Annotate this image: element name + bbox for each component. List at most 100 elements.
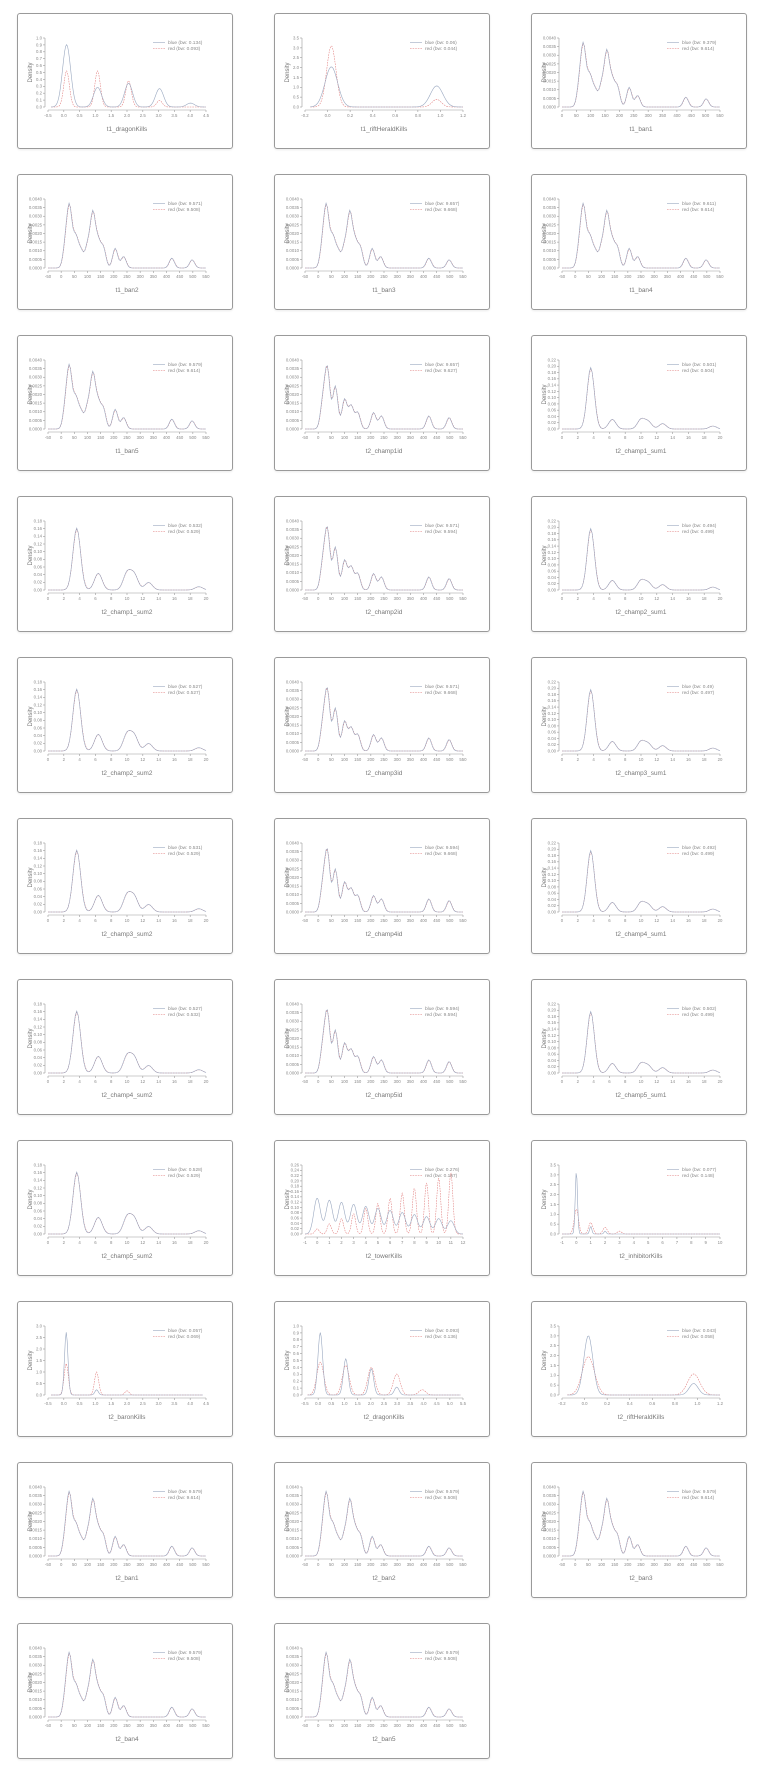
y-axis-label: Density [542, 545, 548, 565]
x-tick-label: 8 [624, 435, 627, 440]
x-tick-label: 400 [163, 1723, 171, 1728]
x-tick-label: 550 [459, 596, 467, 601]
x-tick-label: 250 [380, 596, 388, 601]
y-tick-label: 0.04 [34, 1055, 43, 1060]
x-tick-label: 8 [624, 757, 627, 762]
y-axis-label: Density [285, 867, 291, 887]
x-tick-label: 0 [561, 596, 564, 601]
x-tick-label: 0 [317, 1723, 320, 1728]
x-axis-label: t2_inhibitorKills [620, 1253, 663, 1260]
y-tick-label: 1.0 [293, 85, 300, 90]
x-tick-label: -50 [45, 1723, 52, 1728]
y-tick-label: 3.5 [550, 1162, 557, 1167]
x-tick-label: -50 [559, 1562, 566, 1567]
legend-entry-blue: blue (bw: 9.579) [425, 1650, 460, 1656]
density-chart: 0.00 0.02 0.04 0.06 0.08 0.10 0.12 0.14 0.16 0.18… [28, 840, 209, 938]
y-tick-label: 0.22 [548, 679, 557, 684]
legend-entry-blue: blue (bw: 0.501) [682, 362, 717, 368]
y-tick-label: 0.0025 [286, 1510, 300, 1515]
x-tick-label: -0.2 [301, 113, 309, 118]
x-tick-label: 0 [561, 113, 564, 118]
y-tick-label: 0.18 [548, 853, 557, 858]
y-tick-label: 0.20 [548, 686, 557, 691]
legend-entry-red: red (bw: 0.497) [682, 690, 715, 696]
y-tick-label: 0.00 [291, 1231, 300, 1236]
x-tick-label: 250 [123, 274, 131, 279]
x-tick-label: 0.2 [347, 113, 354, 118]
y-tick-label: 0.10 [291, 1205, 300, 1210]
x-tick-label: 4 [592, 435, 595, 440]
x-tick-label: 20 [718, 757, 723, 762]
y-axis-label: Density [285, 62, 291, 82]
x-tick-label: 4.5 [203, 1401, 210, 1406]
x-tick-label: 10 [639, 596, 644, 601]
x-axis-label: t2_riftHeraldKills [618, 1414, 665, 1421]
y-tick-label: 0.0030 [29, 1502, 43, 1507]
x-axis-label: t1_ban2 [115, 287, 139, 294]
x-axis-label: t2_champ1_sum1 [616, 448, 667, 455]
y-tick-label: 0.7 [36, 56, 43, 61]
x-tick-label: 250 [123, 435, 131, 440]
x-tick-label: 6 [608, 757, 611, 762]
x-tick-label: -50 [45, 435, 52, 440]
x-tick-label: 2 [63, 1079, 66, 1084]
density-chart: 0.00 0.02 0.04 0.06 0.08 0.10 0.12 0.14 0.16 0.18… [28, 679, 209, 777]
x-tick-label: 4 [365, 1240, 368, 1245]
y-tick-label: 0.0030 [286, 1019, 300, 1024]
x-tick-label: 14 [670, 596, 675, 601]
y-tick-label: 0.0010 [29, 248, 43, 253]
y-tick-label: 0.0030 [543, 1502, 557, 1507]
y-tick-label: 0.0000 [543, 1553, 557, 1558]
y-tick-label: 0.0020 [29, 392, 43, 397]
y-tick-label: 0.0020 [286, 714, 300, 719]
x-tick-label: 150 [354, 1079, 362, 1084]
y-tick-label: 0.0035 [29, 1493, 43, 1498]
x-tick-label: 200 [110, 274, 118, 279]
x-tick-label: 0.6 [649, 1401, 656, 1406]
x-tick-label: 50 [586, 274, 591, 279]
x-tick-label: 2 [63, 757, 66, 762]
x-tick-label: 9 [425, 1240, 428, 1245]
x-tick-label: -50 [302, 1079, 309, 1084]
x-tick-label: 12 [140, 596, 145, 601]
density-chart-panel: 0.0000 0.0005 0.0010 0.0015 0.0020 0.0025 0.00… [274, 335, 490, 471]
y-tick-label: 0.14 [34, 534, 43, 539]
density-chart-panel: 0.0000 0.0005 0.0010 0.0015 0.0020 0.0025 0.00… [531, 1462, 747, 1598]
x-tick-label: 4 [78, 1079, 81, 1084]
legend-entry-blue: blue (bw: 0.043) [682, 1328, 717, 1334]
y-axis-label: Density [285, 1672, 291, 1692]
y-tick-label: 0.0020 [543, 1519, 557, 1524]
x-tick-label: 300 [137, 1562, 145, 1567]
y-tick-label: 0.04 [548, 414, 557, 419]
x-axis-label: t2_ban5 [372, 1736, 396, 1743]
x-tick-label: 0.8 [672, 1401, 679, 1406]
x-tick-label: 2.0 [368, 1401, 375, 1406]
x-tick-label: 100 [587, 113, 595, 118]
y-axis-label: Density [285, 545, 291, 565]
x-tick-label: 300 [394, 1562, 402, 1567]
y-axis-label: Density [285, 223, 291, 243]
density-chart-panel: 0.0000 0.0005 0.0010 0.0015 0.0020 0.0025 0.00… [17, 174, 233, 310]
x-tick-label: 200 [110, 1562, 118, 1567]
y-tick-label: 0.16 [548, 698, 557, 703]
y-tick-label: 0.00 [548, 1070, 557, 1075]
y-tick-label: 0.06 [34, 564, 43, 569]
y-tick-label: 0.02 [34, 1224, 43, 1229]
x-tick-label: 8 [690, 1240, 693, 1245]
x-tick-label: 3.0 [156, 1401, 163, 1406]
x-tick-label: 2 [604, 1240, 607, 1245]
y-tick-label: 1.0 [293, 1323, 300, 1328]
y-tick-label: 0.02 [548, 420, 557, 425]
x-tick-label: 1.2 [717, 1401, 724, 1406]
y-tick-label: 0.0040 [286, 1645, 300, 1650]
x-tick-label: 450 [433, 918, 441, 923]
x-tick-label: 1.2 [460, 113, 467, 118]
x-tick-label: 2 [63, 1240, 66, 1245]
y-axis-label: Density [28, 706, 34, 726]
x-tick-label: 350 [407, 435, 415, 440]
y-axis-label: Density [28, 384, 34, 404]
legend-entry-blue: blue (bw: 9.657) [425, 362, 460, 368]
y-tick-label: 0.0040 [29, 1645, 43, 1650]
x-tick-label: 10 [639, 1079, 644, 1084]
y-tick-label: 0.08 [291, 1210, 300, 1215]
